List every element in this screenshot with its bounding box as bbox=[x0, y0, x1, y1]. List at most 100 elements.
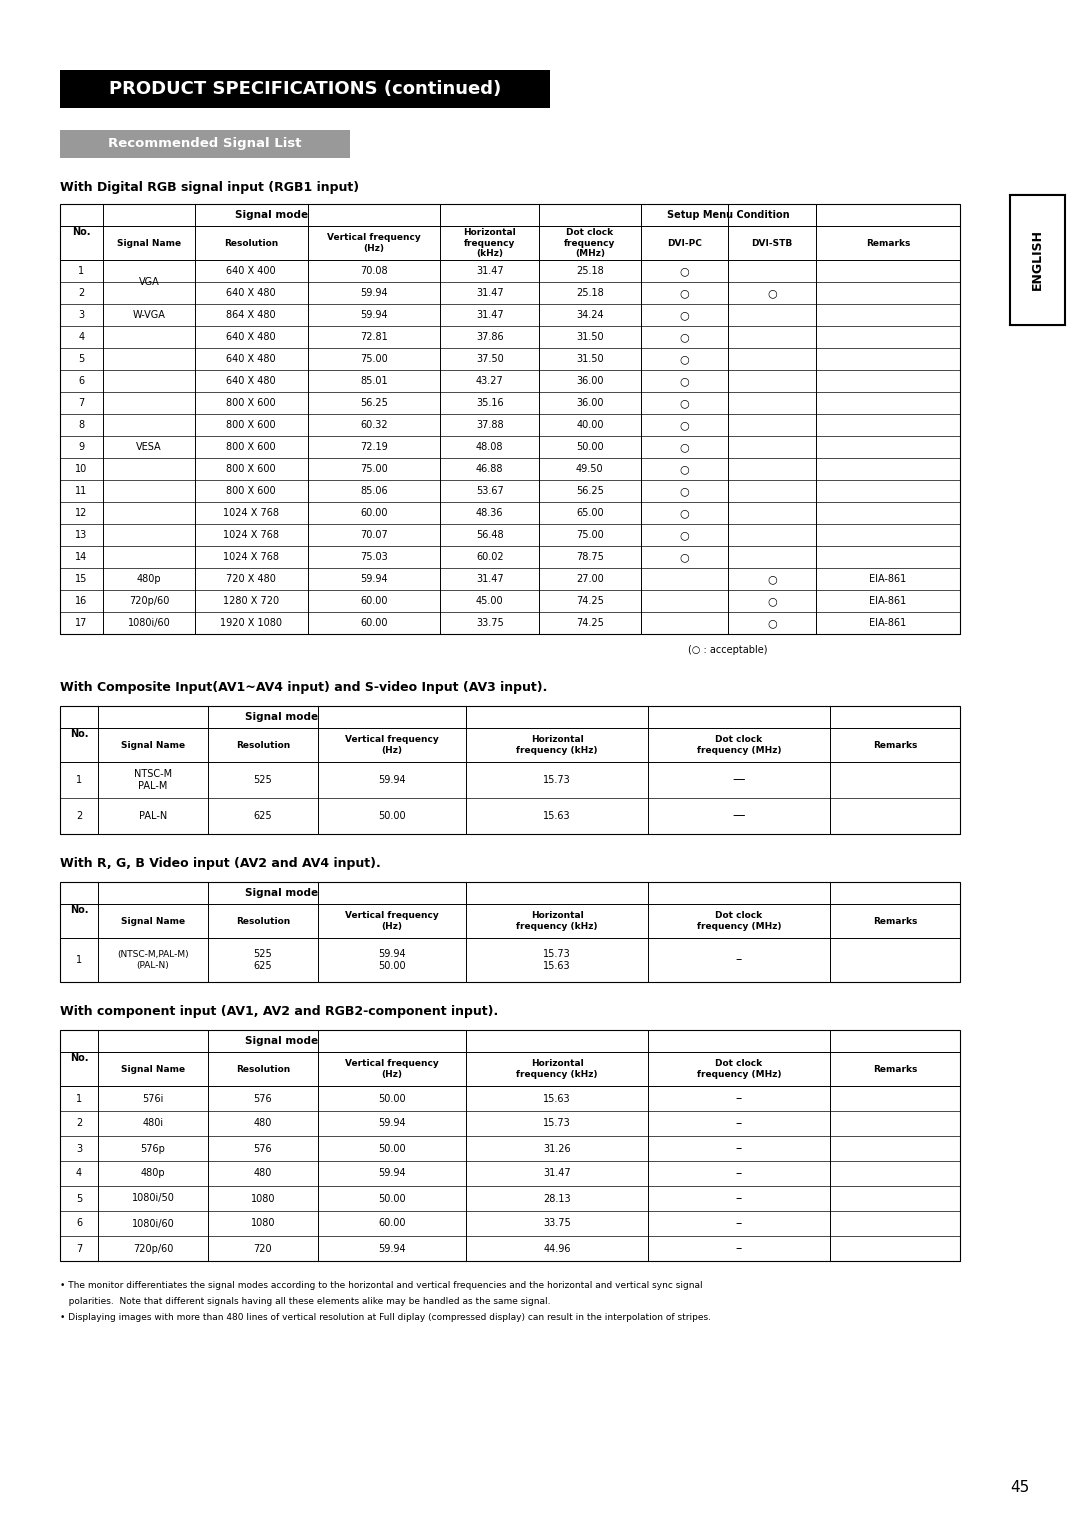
Text: 31.50: 31.50 bbox=[576, 332, 604, 342]
Text: 28.13: 28.13 bbox=[543, 1193, 571, 1204]
Text: 34.24: 34.24 bbox=[576, 310, 604, 319]
Text: 72.19: 72.19 bbox=[360, 442, 388, 452]
Text: 59.94: 59.94 bbox=[378, 1244, 406, 1253]
Text: ○: ○ bbox=[767, 287, 777, 298]
Text: 2: 2 bbox=[76, 1118, 82, 1129]
Text: 27.00: 27.00 bbox=[576, 575, 604, 584]
Text: 31.47: 31.47 bbox=[476, 266, 503, 277]
Text: No.: No. bbox=[70, 905, 89, 915]
Text: 576: 576 bbox=[254, 1094, 272, 1103]
Text: 800 X 600: 800 X 600 bbox=[227, 397, 276, 408]
Text: With Composite Input(AV1~AV4 input) and S-video Input (AV3 input).: With Composite Input(AV1~AV4 input) and … bbox=[60, 681, 548, 695]
Text: 15.63: 15.63 bbox=[543, 811, 571, 821]
Text: 37.86: 37.86 bbox=[476, 332, 503, 342]
Text: Horizontal
frequency (kHz): Horizontal frequency (kHz) bbox=[516, 1059, 597, 1079]
Bar bbox=[60, 205, 960, 634]
Text: Horizontal
frequency (kHz): Horizontal frequency (kHz) bbox=[516, 735, 597, 755]
Text: –: – bbox=[735, 1167, 742, 1180]
Text: –: – bbox=[735, 1216, 742, 1230]
Text: 25.18: 25.18 bbox=[576, 266, 604, 277]
Text: 36.00: 36.00 bbox=[576, 397, 604, 408]
Text: 640 X 400: 640 X 400 bbox=[227, 266, 276, 277]
Text: 1: 1 bbox=[79, 266, 84, 277]
Text: 576p: 576p bbox=[140, 1143, 165, 1154]
Bar bbox=[60, 706, 960, 834]
Text: 60.00: 60.00 bbox=[360, 617, 388, 628]
Text: 33.75: 33.75 bbox=[476, 617, 503, 628]
Text: 1: 1 bbox=[76, 955, 82, 966]
Text: • Displaying images with more than 480 lines of vertical resolution at Full dipl: • Displaying images with more than 480 l… bbox=[60, 1313, 711, 1322]
Text: 5: 5 bbox=[78, 354, 84, 364]
Bar bbox=[60, 130, 350, 157]
Text: Remarks: Remarks bbox=[873, 1065, 917, 1074]
Text: 9: 9 bbox=[79, 442, 84, 452]
Text: 31.47: 31.47 bbox=[476, 310, 503, 319]
Text: 480p: 480p bbox=[136, 575, 161, 584]
Text: EIA-861: EIA-861 bbox=[869, 575, 906, 584]
Text: 720: 720 bbox=[254, 1244, 272, 1253]
Text: 59.94: 59.94 bbox=[360, 575, 388, 584]
Text: 40.00: 40.00 bbox=[576, 420, 604, 429]
Text: 31.47: 31.47 bbox=[543, 1169, 571, 1178]
Text: 640 X 480: 640 X 480 bbox=[227, 332, 276, 342]
Text: Horizontal
frequency (kHz): Horizontal frequency (kHz) bbox=[516, 911, 597, 931]
Text: 14: 14 bbox=[76, 552, 87, 562]
Text: 59.94: 59.94 bbox=[378, 775, 406, 785]
Text: Resolution: Resolution bbox=[235, 741, 291, 750]
Text: 50.00: 50.00 bbox=[378, 1143, 406, 1154]
Text: (○ : acceptable): (○ : acceptable) bbox=[689, 645, 768, 656]
Text: 1080i/60: 1080i/60 bbox=[132, 1218, 174, 1229]
Text: 800 X 600: 800 X 600 bbox=[227, 420, 276, 429]
Text: VGA: VGA bbox=[138, 277, 159, 287]
Text: 1280 X 720: 1280 X 720 bbox=[224, 596, 280, 607]
Text: 800 X 600: 800 X 600 bbox=[227, 465, 276, 474]
Text: —: — bbox=[732, 773, 745, 787]
Text: polarities.  Note that different signals having all these elements alike may be : polarities. Note that different signals … bbox=[60, 1297, 551, 1306]
Text: Dot clock
frequency (MHz): Dot clock frequency (MHz) bbox=[697, 735, 781, 755]
Text: 60.00: 60.00 bbox=[378, 1218, 406, 1229]
Text: • The monitor differentiates the signal modes according to the horizontal and ve: • The monitor differentiates the signal … bbox=[60, 1280, 703, 1290]
Text: 8: 8 bbox=[79, 420, 84, 429]
Text: Resolution: Resolution bbox=[235, 1065, 291, 1074]
Text: 44.96: 44.96 bbox=[543, 1244, 570, 1253]
Text: With component input (AV1, AV2 and RGB2-component input).: With component input (AV1, AV2 and RGB2-… bbox=[60, 1005, 498, 1019]
Text: Horizontal
frequency
(kHz): Horizontal frequency (kHz) bbox=[463, 228, 516, 258]
Text: 70.07: 70.07 bbox=[360, 530, 388, 539]
Text: 43.27: 43.27 bbox=[476, 376, 503, 387]
Text: (NTSC-M,PAL-M)
(PAL-N): (NTSC-M,PAL-M) (PAL-N) bbox=[118, 950, 189, 970]
Text: EIA-861: EIA-861 bbox=[869, 617, 906, 628]
Text: 59.94: 59.94 bbox=[360, 287, 388, 298]
Text: No.: No. bbox=[72, 228, 91, 237]
Text: ○: ○ bbox=[679, 486, 689, 497]
Text: Signal mode: Signal mode bbox=[245, 712, 319, 723]
Text: 70.08: 70.08 bbox=[360, 266, 388, 277]
Text: ○: ○ bbox=[679, 354, 689, 364]
Text: 15: 15 bbox=[76, 575, 87, 584]
Text: ○: ○ bbox=[679, 530, 689, 539]
Text: 1024 X 768: 1024 X 768 bbox=[224, 507, 280, 518]
Text: 5: 5 bbox=[76, 1193, 82, 1204]
Text: ENGLISH: ENGLISH bbox=[1031, 229, 1044, 290]
Text: ○: ○ bbox=[679, 376, 689, 387]
Text: Signal Name: Signal Name bbox=[117, 238, 181, 248]
Text: –: – bbox=[735, 1141, 742, 1155]
Text: ○: ○ bbox=[679, 507, 689, 518]
Text: Dot clock
frequency (MHz): Dot clock frequency (MHz) bbox=[697, 1059, 781, 1079]
Text: ○: ○ bbox=[679, 397, 689, 408]
Text: —: — bbox=[732, 810, 745, 822]
Text: ○: ○ bbox=[767, 596, 777, 607]
Text: 45: 45 bbox=[1011, 1481, 1029, 1496]
Text: 576i: 576i bbox=[143, 1094, 164, 1103]
Text: 25.18: 25.18 bbox=[576, 287, 604, 298]
Text: 2: 2 bbox=[78, 287, 84, 298]
Text: 800 X 600: 800 X 600 bbox=[227, 442, 276, 452]
Text: 49.50: 49.50 bbox=[576, 465, 604, 474]
Text: Remarks: Remarks bbox=[873, 741, 917, 750]
Text: DVI-STB: DVI-STB bbox=[752, 238, 793, 248]
Text: No.: No. bbox=[70, 1053, 89, 1063]
Text: Vertical frequency
(Hz): Vertical frequency (Hz) bbox=[346, 911, 438, 931]
Text: 625: 625 bbox=[254, 811, 272, 821]
Text: 1: 1 bbox=[76, 775, 82, 785]
Text: ○: ○ bbox=[679, 332, 689, 342]
Bar bbox=[60, 1030, 960, 1261]
